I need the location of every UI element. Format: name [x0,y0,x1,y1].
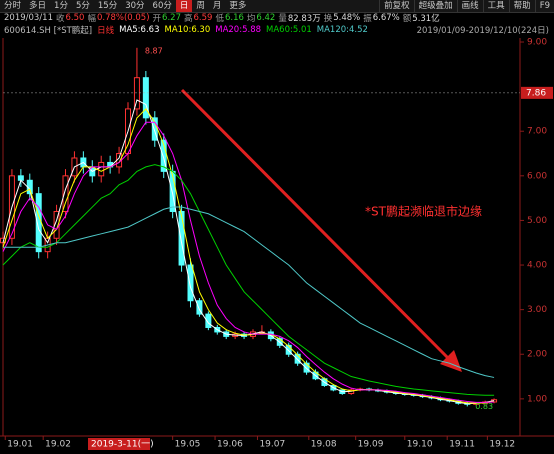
legend-item: MA10:6.30 [164,25,211,35]
candle-body [160,139,167,172]
legend-item: MA120:4.52 [316,25,368,35]
candle-body [178,211,185,266]
ma-line [2,99,495,405]
info-value: 6.27 [162,13,181,23]
x-tick-label: 19.06 [217,440,243,450]
tool-button[interactable]: 画线 [456,0,483,12]
info-value: 5.48% [333,13,361,23]
date-range: 2019/01/09-2019/12/10(224日) [416,26,549,36]
tool-button[interactable]: F9 [534,0,554,12]
ma-line [2,108,495,404]
info-label: 幅 [87,14,96,24]
arrow [180,88,452,362]
legend: 600614.SH [*ST鹏起] 日线 MA5:6.63 MA10:6.30 MA… [0,24,554,36]
y-tick-label: 7.00 [527,127,547,137]
legend-item: MA60:5.01 [266,25,312,35]
min-label: 0.83 [475,402,493,411]
info-value: 6.16 [224,13,244,23]
candle-body [133,77,140,110]
info-value: 5.31亿 [412,14,440,24]
x-tick-label: 19.12 [489,440,515,450]
info-label: 高 [183,14,193,24]
info-label: 低 [215,14,224,24]
period-tab[interactable]: 5分 [75,1,90,11]
period-tab[interactable]: 周 [196,1,205,11]
y-tick-label: 5.00 [527,216,547,226]
y-tick-label: 6.00 [527,171,547,181]
candle-body [294,353,301,364]
info-label: 开 [152,14,162,24]
info-label: 均 [246,14,256,24]
crosshair-label: 7.86 [526,88,546,98]
period-tab[interactable]: 15分 [97,1,118,11]
period-tab[interactable]: 30分 [125,1,145,11]
candle-body [142,77,149,119]
period-tab[interactable]: 更多 [229,1,247,11]
tool-button[interactable]: 帮助 [508,0,535,12]
info-value: 82.83万 [287,14,321,24]
crosshair-x-box [88,438,150,450]
y-tick-label: 4.00 [527,261,547,271]
tool-button[interactable]: 工具 [482,0,509,12]
x-tick-label: 19.10 [407,440,433,450]
period-tab[interactable]: 月 [212,1,222,11]
info-label: 换 [323,14,333,24]
candle-body [285,344,292,355]
y-tick-label: 2.00 [527,350,547,360]
candle-body [98,161,105,177]
max-label: 8.87 [145,46,163,55]
toolbar: 分时 多日 1分 5分 15分 30分 60分日周月更多 前复权 超级叠加 画线 工具 帮助 F9 [0,0,554,13]
legend-item: MA5:6.63 [119,25,160,35]
ma-line [2,121,495,403]
date: 2019/03/11 [4,13,53,23]
period-tab[interactable]: 1分 [54,1,68,11]
info-value: 6.59 [193,13,213,23]
info-value: 6.42 [256,13,276,23]
period-tab[interactable]: 分时 [4,1,22,11]
x-tick-label: 19.09 [358,440,384,450]
legend-item: MA20:5.88 [215,25,262,35]
period-tab[interactable]: 日 [175,0,193,12]
x-tick-label: 19.05 [175,440,201,450]
period-tab[interactable]: 多日 [29,1,47,11]
candle-body [62,175,69,213]
info-value: 6.67% [372,13,400,23]
x-tick-label: 19.02 [45,440,71,450]
info-bar: 2019/03/11 收 6.50 幅 0.78%(0.05) 开 6.27 高 6.59 低 6.… [0,12,554,24]
ma-line [3,206,495,378]
tool-menu: 前复权 超级叠加 画线 工具 帮助 F9 [379,0,554,12]
y-tick-label: 9.00 [527,38,547,48]
annotation: *ST鹏起濒临退市边缘 [365,204,482,219]
code: 600614.SH [*ST鹏起] [4,26,93,36]
candle-body [205,313,212,328]
period: 日线 [97,26,115,36]
info-label: 振 [363,14,372,24]
x-tick-label: 19.11 [449,440,475,450]
candle-body [303,362,310,373]
x-tick-label: 19.07 [259,440,285,450]
y-tick-label: 3.00 [527,305,547,315]
tool-button[interactable]: 超级叠加 [413,0,457,12]
ma-line [2,164,495,396]
x-tick-label: 19.01 [7,440,33,450]
tool-button[interactable]: 前复权 [379,0,414,12]
info-value: 6.50 [65,13,85,23]
period-tabs: 分时 多日 1分 5分 15分 30分 60分日周月更多 [0,0,250,12]
candle-body [196,300,203,315]
x-tick-label: 19.08 [311,440,337,450]
crosshair-box [521,86,553,99]
info-label: 额 [402,14,412,24]
period-tab[interactable]: 60分 [152,1,172,11]
info-label: 收 [56,14,65,24]
info-label: 量 [278,14,287,24]
info-value: 0.78%(0.05) [96,13,150,23]
y-tick-label: 1.00 [527,394,547,404]
crosshair-x-label: 2019-3-11(一) [91,440,154,450]
candle-body [187,264,194,302]
